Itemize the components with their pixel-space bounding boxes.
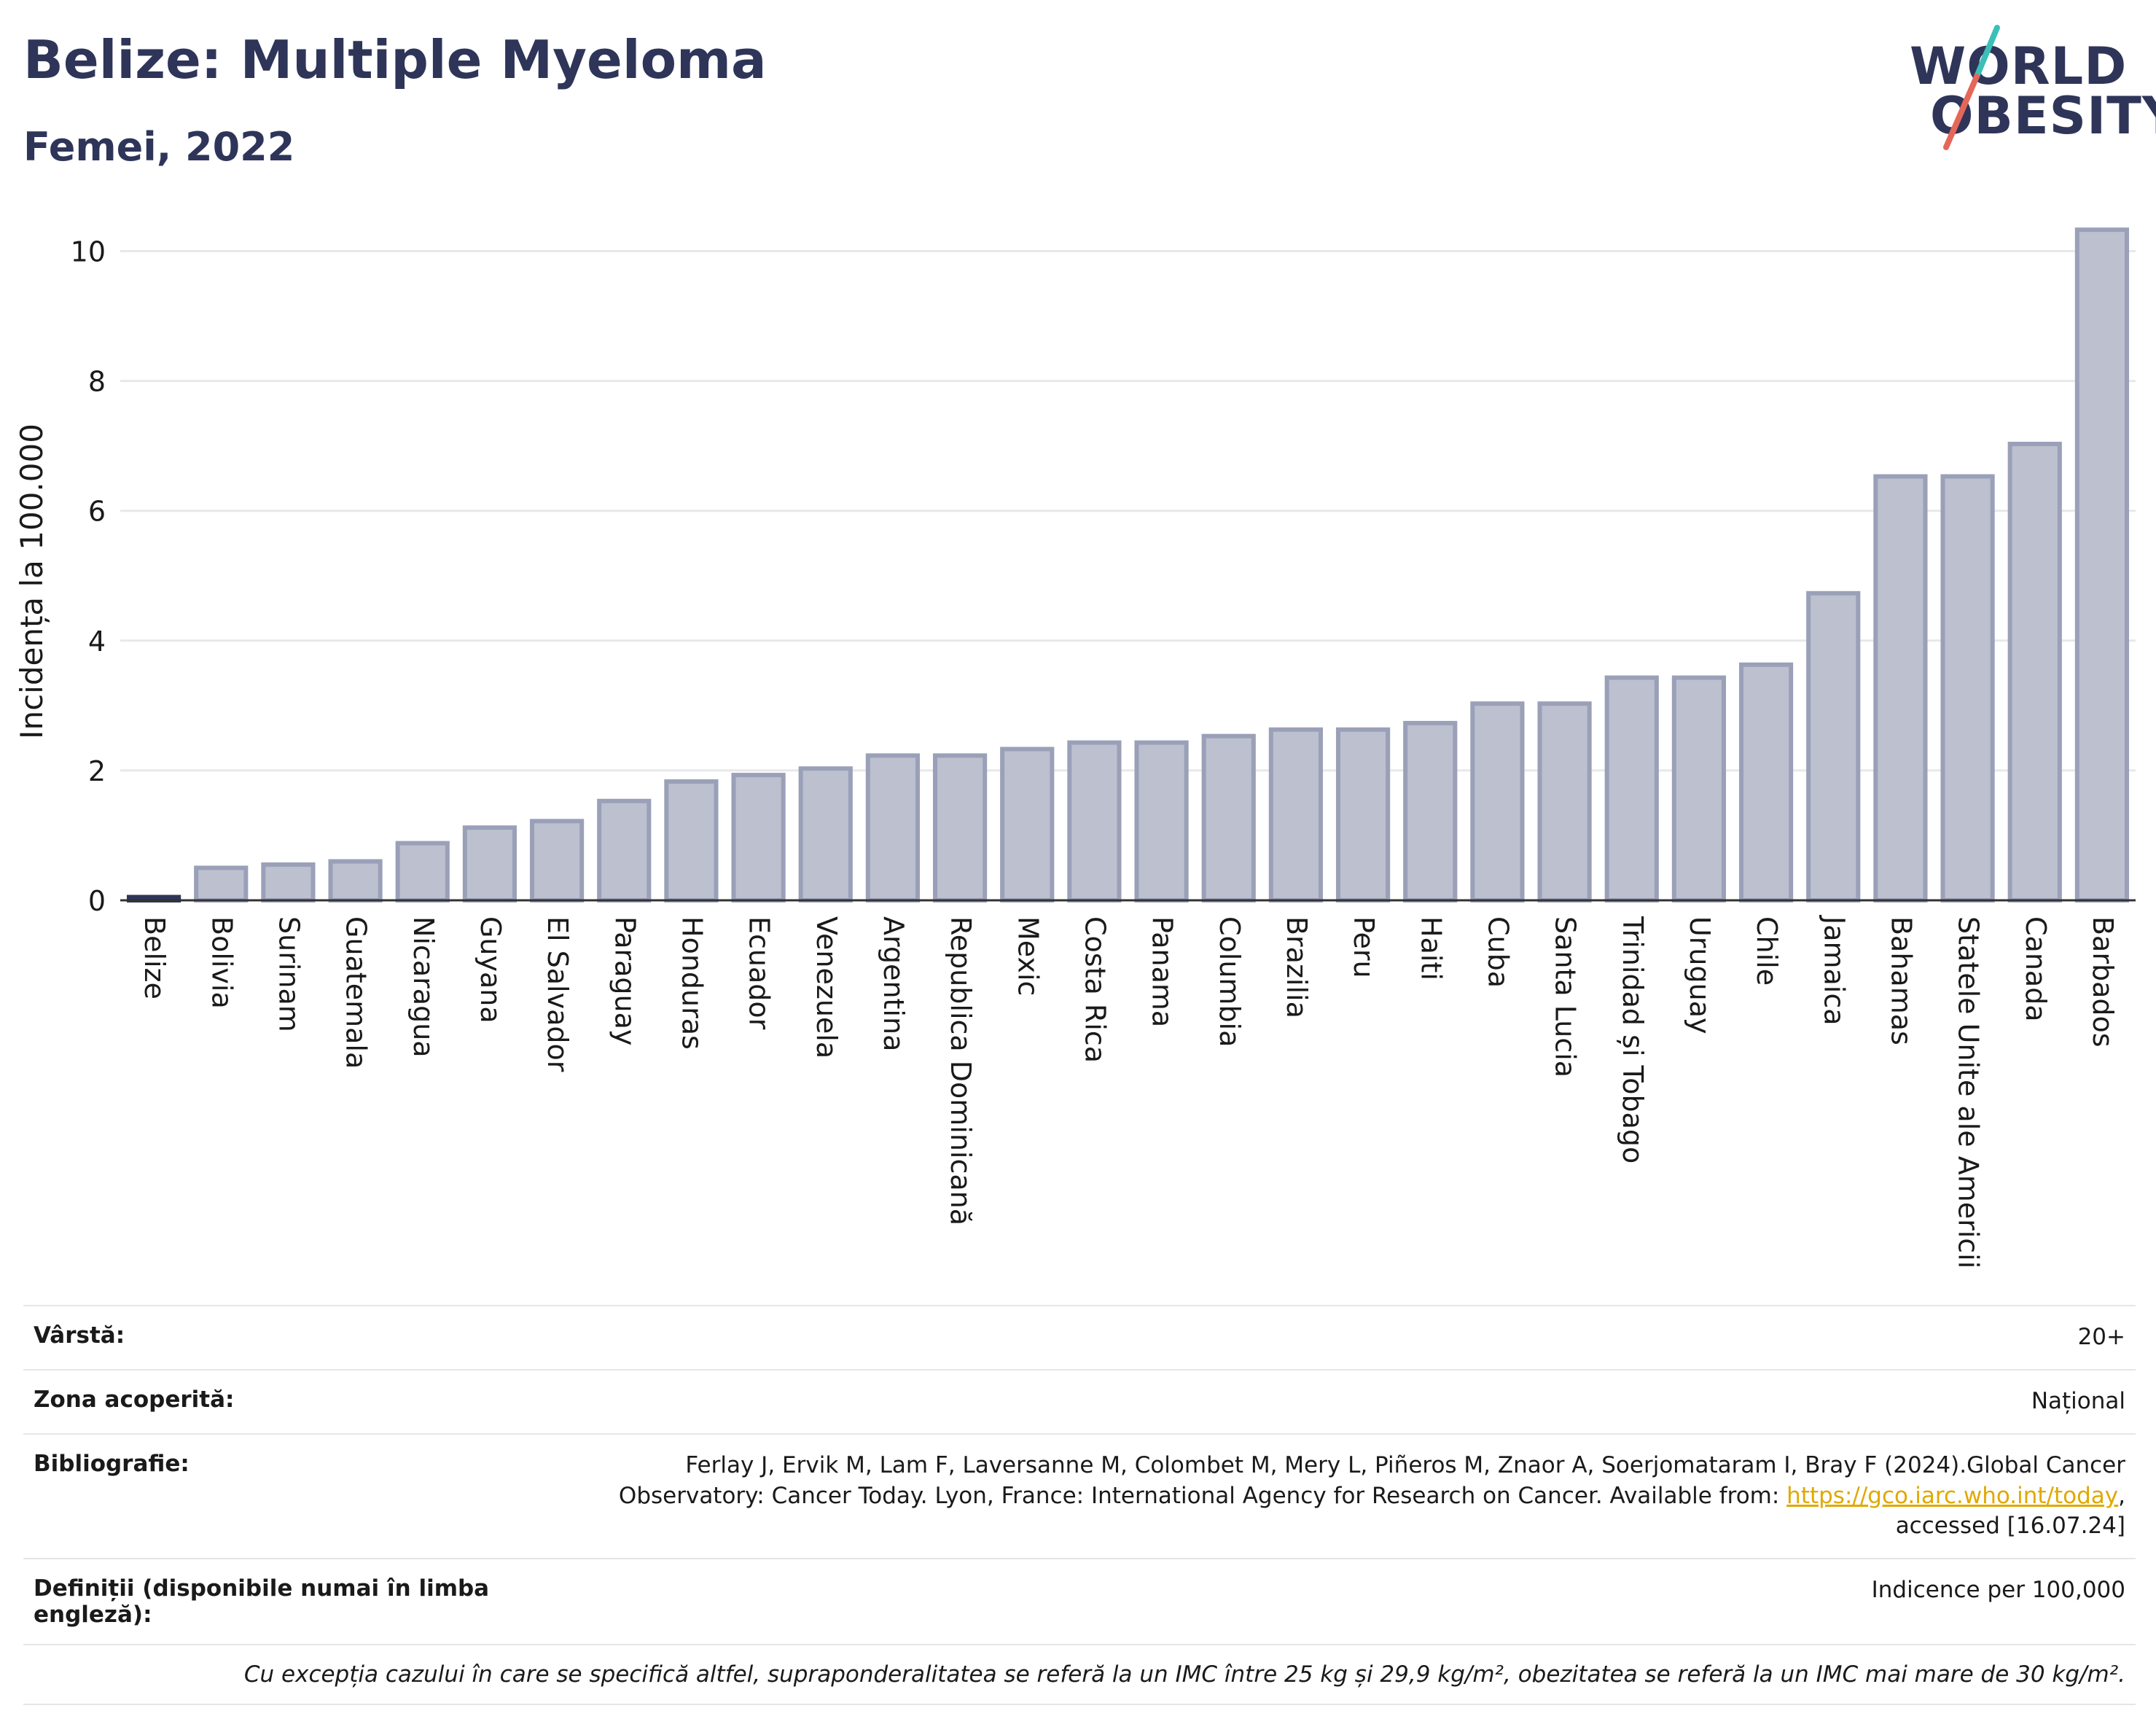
page-title: Belize: Multiple Myeloma	[23, 29, 767, 90]
y-axis-ticks: 0 2 4 6 8 10	[71, 236, 106, 917]
x-tick-label: Belize	[138, 916, 171, 999]
bar-nicaragua	[395, 841, 450, 903]
chart-gridlines	[120, 250, 2136, 772]
y-tick-label: 0	[88, 885, 106, 917]
age-value: 20+	[510, 1305, 2136, 1370]
bibliography-text-4: accessed [16.07.24]	[1895, 1513, 2125, 1540]
bar-columbia	[1201, 733, 1256, 903]
bar-guatemala	[328, 859, 383, 902]
bar-bolivia	[194, 865, 249, 903]
x-tick-label: Trinidad și Tobago	[1617, 916, 1649, 1163]
x-tick-label: Bahamas	[1885, 916, 1917, 1045]
x-tick-label: Venezuela	[811, 916, 843, 1058]
bar-venezuela	[798, 766, 853, 902]
y-tick-label: 6	[88, 496, 106, 528]
bar-honduras	[664, 779, 719, 902]
definitions-value: Indicence per 100,000	[510, 1558, 2136, 1645]
bibliography-text-2: Observatory: Cancer Today. Lyon, France:…	[618, 1482, 1787, 1509]
bar-guyana	[462, 825, 517, 902]
x-tick-label: Brazilia	[1281, 916, 1313, 1018]
age-label: Vârstă:	[23, 1305, 510, 1370]
x-tick-label: Republica Dominicană	[945, 916, 977, 1225]
bar-el-salvador	[529, 819, 585, 902]
bar-jamaica	[1806, 590, 1861, 902]
x-tick-label: Santa Lucia	[1550, 916, 1582, 1077]
x-tick-label: Canada	[2020, 916, 2052, 1022]
bar-surinam	[261, 862, 316, 902]
x-tick-label: Uruguay	[1684, 916, 1716, 1034]
x-tick-label: Costa Rica	[1079, 916, 1111, 1063]
bar-trinidad-i-tobago	[1604, 675, 1659, 902]
x-tick-label: Peru	[1348, 916, 1380, 978]
bar-republica-dominican-	[932, 753, 988, 903]
x-tick-label: Barbados	[2087, 916, 2119, 1048]
x-tick-label: Guatemala	[340, 916, 372, 1069]
y-tick-label: 10	[71, 236, 106, 268]
x-tick-label: Surinam	[273, 916, 305, 1032]
footnote: Cu excepția cazului în care se specifică…	[23, 1644, 2136, 1706]
x-tick-label: Cuba	[1482, 916, 1514, 988]
page-subtitle: Femei, 2022	[23, 124, 295, 170]
bar-bahamas	[1873, 474, 1928, 902]
logo-line-world: WORLD	[1910, 36, 2128, 96]
y-axis-label: Incidența la 100.000	[14, 424, 50, 739]
bar-brazilia	[1268, 727, 1324, 902]
x-tick-label: Bolivia	[206, 916, 238, 1009]
x-tick-label: Panama	[1147, 916, 1179, 1027]
meta-row-definitions: Definiții (disponibile numai în limba en…	[23, 1558, 2136, 1645]
bar-haiti	[1403, 720, 1458, 903]
bar-peru	[1335, 727, 1391, 902]
bar-chile	[1738, 662, 1794, 902]
x-tick-label: Honduras	[676, 916, 708, 1050]
bibliography-label: Bibliografie:	[23, 1432, 510, 1559]
coverage-value: Național	[510, 1368, 2136, 1434]
bar-barbados	[2074, 227, 2130, 902]
meta-row-bibliography: Bibliografie: Ferlay J, Ervik M, Lam F, …	[23, 1432, 2136, 1559]
bar-argentina	[865, 753, 921, 903]
x-tick-label: Statele Unite ale Americii	[1953, 916, 1985, 1268]
bibliography-value: Ferlay J, Ervik M, Lam F, Laversanne M, …	[510, 1432, 2136, 1559]
bar-mexic	[1000, 746, 1055, 902]
bar-costa-rica	[1067, 740, 1122, 902]
x-tick-label: Jamaica	[1818, 915, 1850, 1026]
x-axis-ticks: Belize Bolivia Surinam Guatemala Nicaragua Gu…	[138, 915, 2119, 1268]
bibliography-link[interactable]: https://gco.iarc.who.int/today	[1786, 1482, 2119, 1509]
y-tick-label: 8	[88, 366, 106, 398]
x-tick-label: El Salvador	[542, 916, 574, 1072]
x-tick-label: Nicaragua	[407, 916, 440, 1058]
bar-paraguay	[597, 798, 652, 902]
bar-uruguay	[1671, 675, 1727, 902]
coverage-label: Zona acoperită:	[23, 1368, 510, 1434]
x-tick-label: Argentina	[878, 916, 910, 1051]
bar-cuba	[1470, 701, 1525, 903]
bar-santa-lucia	[1537, 701, 1592, 903]
bar-canada	[2007, 441, 2062, 902]
bar-panama	[1134, 740, 1189, 902]
bar-statele-unite-ale-americii	[1940, 474, 1995, 902]
world-obesity-logo: WORLD OBESITY	[1895, 22, 2156, 153]
meta-row-coverage: Zona acoperită: Național	[23, 1368, 2136, 1434]
x-tick-label: Ecuador	[743, 916, 776, 1030]
bibliography-text-3: ,	[2118, 1482, 2125, 1509]
x-tick-label: Columbia	[1214, 916, 1246, 1047]
x-tick-label: Paraguay	[609, 916, 641, 1045]
x-tick-label: Chile	[1751, 916, 1783, 986]
x-tick-label: Haiti	[1415, 916, 1447, 980]
bibliography-text-1: Ferlay J, Ervik M, Lam F, Laversanne M, …	[685, 1451, 2125, 1478]
bar-ecuador	[731, 773, 786, 903]
x-tick-label: Mexic	[1012, 916, 1044, 996]
definitions-label: Definiții (disponibile numai în limba en…	[23, 1558, 510, 1645]
y-tick-label: 2	[88, 755, 106, 787]
metadata-table: Vârstă: 20+ Zona acoperită: Național Bib…	[23, 1305, 2136, 1706]
y-tick-label: 4	[88, 625, 106, 658]
x-tick-label: Guyana	[474, 916, 507, 1024]
meta-row-age: Vârstă: 20+	[23, 1305, 2136, 1370]
bar-chart: 0 2 4 6 8 10 Belize Bolivia Surinam Guatemala Nic…	[14, 227, 2136, 1268]
meta-row-note: Cu excepția cazului în care se specifică…	[23, 1644, 2136, 1706]
chart-bars	[126, 227, 2130, 903]
logo-slash-icon	[1943, 25, 2000, 150]
